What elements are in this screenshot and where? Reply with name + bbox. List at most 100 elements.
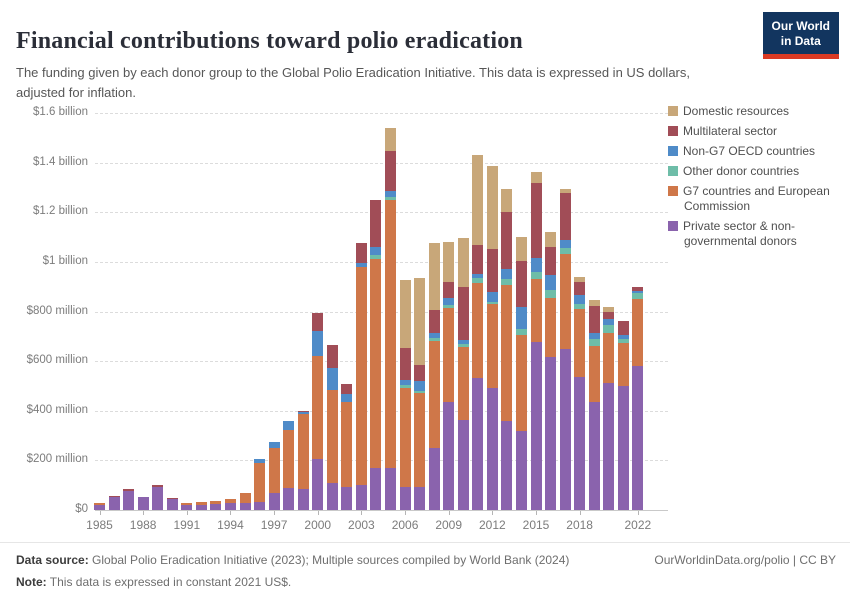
bar-1996[interactable] bbox=[254, 459, 266, 510]
bar-2001[interactable] bbox=[326, 345, 338, 510]
legend-item-other_donor[interactable]: Other donor countries bbox=[668, 164, 848, 179]
bar-segment-g7_ec bbox=[254, 463, 266, 502]
legend-item-non_g7_oecd[interactable]: Non-G7 OECD countries bbox=[668, 144, 848, 159]
bar-1987[interactable] bbox=[123, 489, 135, 510]
bar-segment-domestic bbox=[603, 307, 615, 313]
bar-segment-multilateral bbox=[472, 245, 484, 274]
bar-segment-multilateral bbox=[588, 305, 600, 334]
bar-2011[interactable] bbox=[472, 154, 484, 510]
bar-segment-domestic bbox=[428, 242, 440, 310]
legend-swatch-domestic bbox=[668, 106, 678, 116]
bar-2007[interactable] bbox=[414, 278, 426, 510]
bar-segment-non_g7_oecd bbox=[341, 394, 353, 402]
bar-segment-multilateral bbox=[355, 242, 367, 263]
bar-segment-g7_ec bbox=[341, 401, 353, 487]
legend-item-multilateral[interactable]: Multilateral sector bbox=[668, 124, 848, 139]
bar-2009[interactable] bbox=[443, 241, 455, 510]
bar-2012[interactable] bbox=[486, 166, 498, 510]
bar-segment-private_ngo bbox=[94, 504, 105, 510]
bar-1997[interactable] bbox=[268, 441, 280, 510]
bar-2006[interactable] bbox=[399, 280, 411, 510]
bar-2017[interactable] bbox=[559, 189, 571, 510]
bar-segment-multilateral bbox=[530, 183, 542, 258]
bar-segment-domestic bbox=[443, 241, 455, 282]
bar-2014[interactable] bbox=[515, 237, 527, 510]
bar-segment-non_g7_oecd bbox=[399, 380, 411, 386]
bar-1989[interactable] bbox=[152, 485, 164, 510]
bar-segment-multilateral bbox=[123, 489, 135, 492]
owid-logo-line2: in Data bbox=[780, 34, 821, 48]
bar-segment-multilateral bbox=[108, 495, 120, 497]
bar-segment-non_g7_oecd bbox=[297, 411, 309, 415]
owid-logo-line1: Our World bbox=[771, 19, 830, 33]
x-axis-label: 2006 bbox=[391, 518, 419, 532]
bar-1998[interactable] bbox=[283, 420, 295, 510]
bar-segment-non_g7_oecd bbox=[588, 333, 600, 340]
bar-segment-domestic bbox=[530, 172, 542, 184]
legend-swatch-multilateral bbox=[668, 126, 678, 136]
bar-1995[interactable] bbox=[239, 492, 251, 510]
bar-2008[interactable] bbox=[428, 242, 440, 510]
owid-license-link[interactable]: OurWorldinData.org/polio | CC BY bbox=[654, 553, 836, 567]
bar-2000[interactable] bbox=[312, 313, 324, 510]
bar-segment-non_g7_oecd bbox=[385, 191, 396, 198]
legend-label-domestic: Domestic resources bbox=[683, 104, 790, 118]
bar-segment-non_g7_oecd bbox=[355, 262, 367, 267]
bar-segment-g7_ec bbox=[181, 502, 193, 505]
bar-segment-non_g7_oecd bbox=[370, 246, 382, 256]
owid-logo[interactable]: Our World in Data bbox=[762, 12, 839, 59]
x-axis-tick bbox=[274, 511, 276, 515]
bar-segment-g7_ec bbox=[501, 285, 513, 421]
bar-1991[interactable] bbox=[181, 502, 193, 510]
y-gridline bbox=[95, 212, 668, 214]
x-axis-label: 1991 bbox=[173, 518, 201, 532]
bar-segment-private_ngo bbox=[283, 488, 295, 510]
bar-segment-private_ngo bbox=[254, 501, 266, 510]
bar-segment-private_ngo bbox=[312, 459, 324, 510]
bar-2018[interactable] bbox=[574, 276, 586, 510]
bar-segment-g7_ec bbox=[443, 308, 455, 402]
bar-segment-g7_ec bbox=[545, 298, 557, 357]
bar-2005[interactable] bbox=[385, 127, 396, 510]
bar-1988[interactable] bbox=[137, 496, 149, 510]
bar-2019[interactable] bbox=[588, 299, 600, 510]
legend-item-g7_ec[interactable]: G7 countries and European Commission bbox=[668, 184, 848, 214]
bar-2021[interactable] bbox=[617, 321, 629, 510]
bar-segment-multilateral bbox=[399, 348, 411, 381]
legend-item-private_ngo[interactable]: Private sector & non-governmental donors bbox=[668, 219, 848, 249]
bar-1985[interactable] bbox=[94, 502, 105, 510]
bar-2016[interactable] bbox=[545, 231, 557, 510]
bar-1986[interactable] bbox=[108, 495, 120, 510]
bar-1990[interactable] bbox=[166, 498, 178, 510]
legend-item-domestic[interactable]: Domestic resources bbox=[668, 104, 848, 119]
bar-segment-multilateral bbox=[326, 345, 338, 368]
legend-label-non_g7_oecd: Non-G7 OECD countries bbox=[683, 144, 816, 158]
bar-2004[interactable] bbox=[370, 200, 382, 510]
bar-2010[interactable] bbox=[457, 238, 469, 510]
bar-segment-non_g7_oecd bbox=[501, 269, 513, 280]
bar-2002[interactable] bbox=[341, 384, 353, 510]
bar-2015[interactable] bbox=[530, 172, 542, 510]
bar-segment-non_g7_oecd bbox=[428, 333, 440, 339]
bar-1994[interactable] bbox=[224, 499, 236, 510]
bar-2022[interactable] bbox=[632, 287, 644, 510]
bar-2003[interactable] bbox=[355, 242, 367, 510]
bar-segment-other_donor bbox=[457, 344, 469, 347]
bar-segment-non_g7_oecd bbox=[530, 257, 542, 272]
x-axis-tick bbox=[143, 511, 145, 515]
bar-segment-g7_ec bbox=[239, 492, 251, 503]
bar-segment-private_ngo bbox=[195, 504, 207, 510]
x-axis-tick bbox=[361, 511, 363, 515]
bar-segment-other_donor bbox=[559, 247, 571, 255]
bar-segment-g7_ec bbox=[268, 447, 280, 493]
bar-segment-other_donor bbox=[545, 289, 557, 299]
bar-2013[interactable] bbox=[501, 188, 513, 510]
bar-segment-private_ngo bbox=[385, 467, 396, 510]
bar-segment-private_ngo bbox=[530, 342, 542, 510]
bar-1992[interactable] bbox=[195, 502, 207, 510]
bar-1999[interactable] bbox=[297, 410, 309, 510]
x-axis-label: 2015 bbox=[522, 518, 550, 532]
bar-1993[interactable] bbox=[210, 500, 222, 510]
bar-2020[interactable] bbox=[603, 307, 615, 510]
